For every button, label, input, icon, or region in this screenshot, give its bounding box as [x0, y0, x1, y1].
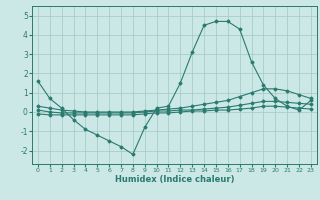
X-axis label: Humidex (Indice chaleur): Humidex (Indice chaleur) — [115, 175, 234, 184]
